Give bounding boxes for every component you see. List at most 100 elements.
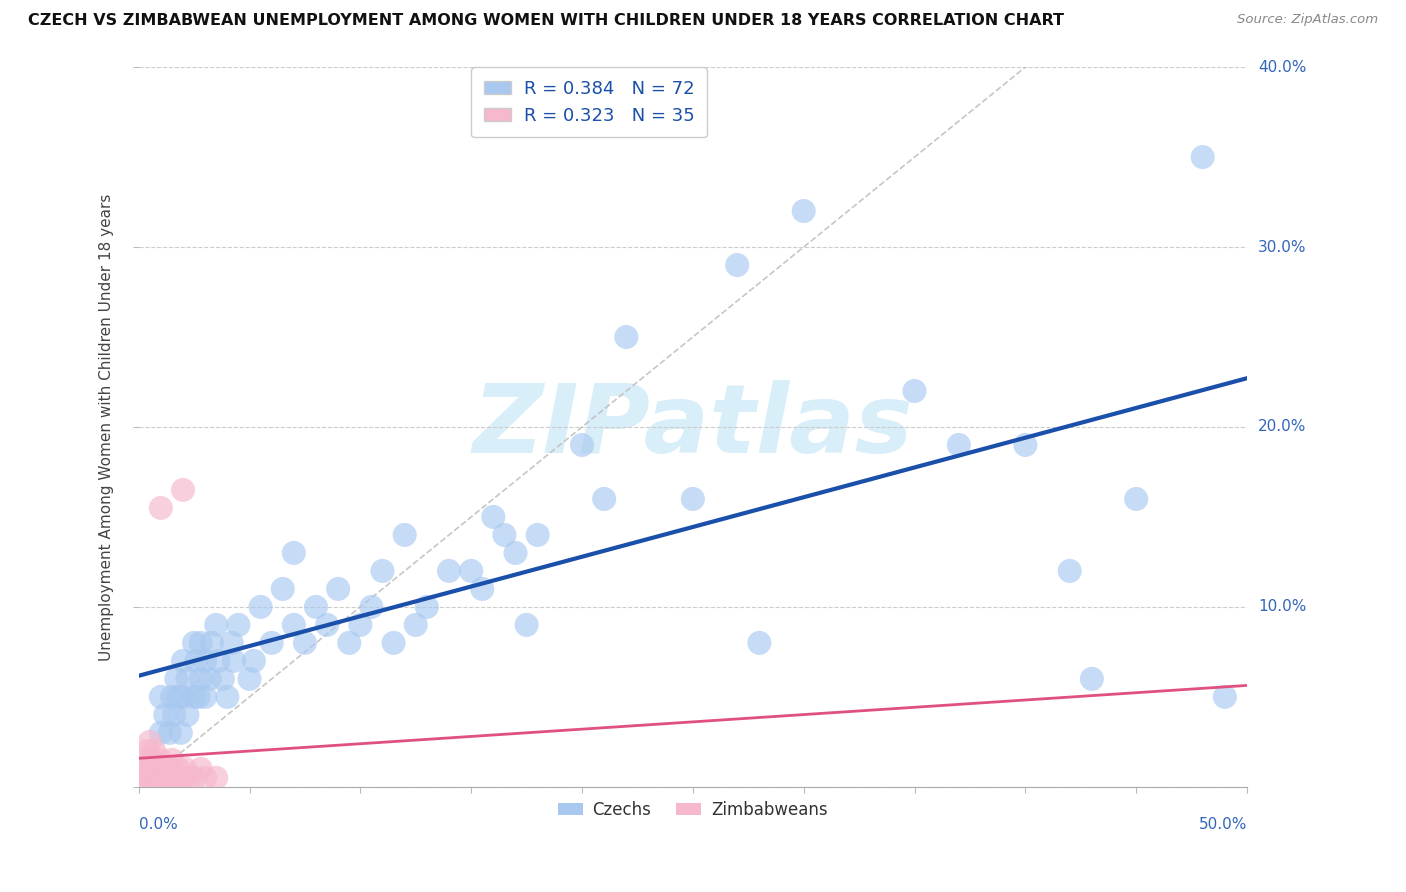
Point [152, 771, 174, 785]
Point [494, 528, 516, 542]
Point [903, 384, 925, 398]
Text: 50.0%: 50.0% [1199, 817, 1247, 832]
Point [149, 500, 172, 515]
Point [1014, 438, 1036, 452]
Point [134, 771, 156, 785]
Point [526, 528, 548, 542]
Point [190, 762, 212, 776]
Point [382, 636, 405, 650]
Point [201, 636, 224, 650]
Point [217, 690, 239, 704]
Point [243, 654, 266, 668]
Point [405, 618, 427, 632]
Point [159, 726, 181, 740]
Text: CZECH VS ZIMBABWEAN UNEMPLOYMENT AMONG WOMEN WITH CHILDREN UNDER 18 YEARS CORREL: CZECH VS ZIMBABWEAN UNEMPLOYMENT AMONG W… [28, 13, 1064, 29]
Point [460, 564, 482, 578]
Point [614, 330, 637, 344]
Point [170, 726, 193, 740]
Point [725, 258, 748, 272]
Point [160, 753, 183, 767]
Point [155, 762, 177, 776]
Point [682, 491, 704, 506]
Point [416, 599, 439, 614]
Text: 30.0%: 30.0% [1258, 240, 1306, 254]
Point [160, 771, 183, 785]
Point [167, 762, 190, 776]
Point [149, 771, 172, 785]
Point [349, 618, 371, 632]
Text: 40.0%: 40.0% [1258, 60, 1306, 75]
Point [198, 672, 221, 686]
Point [205, 618, 228, 632]
Text: ZIPatlas: ZIPatlas [472, 381, 912, 474]
Point [186, 654, 208, 668]
Point [172, 654, 194, 668]
Point [437, 564, 460, 578]
Point [155, 707, 177, 722]
Point [1191, 150, 1213, 164]
Legend: Czechs, Zimbabweans: Czechs, Zimbabweans [551, 794, 835, 825]
Point [516, 618, 538, 632]
Point [143, 771, 166, 785]
Point [1213, 690, 1236, 704]
Point [165, 771, 187, 785]
Point [139, 762, 162, 776]
Point [136, 744, 159, 758]
Text: Source: ZipAtlas.com: Source: ZipAtlas.com [1237, 13, 1378, 27]
Point [139, 735, 162, 749]
Point [205, 771, 228, 785]
Point [145, 771, 167, 785]
Point [194, 771, 217, 785]
Point [160, 690, 183, 704]
Point [271, 582, 294, 596]
Text: 0.0%: 0.0% [139, 817, 177, 832]
Text: 20.0%: 20.0% [1258, 419, 1306, 434]
Point [238, 672, 260, 686]
Point [337, 636, 360, 650]
Point [134, 753, 156, 767]
Point [172, 483, 194, 497]
Point [155, 771, 177, 785]
Point [593, 491, 616, 506]
Point [163, 771, 186, 785]
Point [207, 654, 229, 668]
Point [165, 672, 187, 686]
Point [748, 636, 770, 650]
Point [221, 636, 243, 650]
Point [305, 599, 328, 614]
Point [194, 690, 217, 704]
Point [394, 528, 416, 542]
Point [159, 762, 181, 776]
Point [793, 204, 815, 219]
Point [132, 762, 155, 776]
Point [149, 690, 172, 704]
Point [948, 438, 970, 452]
Point [172, 690, 194, 704]
Point [194, 654, 217, 668]
Point [283, 618, 305, 632]
Point [190, 672, 212, 686]
Point [174, 762, 197, 776]
Point [139, 771, 162, 785]
Point [143, 744, 166, 758]
Point [1125, 491, 1147, 506]
Point [212, 672, 235, 686]
Point [371, 564, 394, 578]
Point [360, 599, 382, 614]
Point [141, 753, 163, 767]
Point [148, 771, 170, 785]
Point [136, 771, 159, 785]
Point [294, 636, 316, 650]
Point [571, 438, 593, 452]
Point [228, 618, 250, 632]
Point [1059, 564, 1081, 578]
Point [163, 707, 186, 722]
Point [176, 707, 198, 722]
Point [172, 771, 194, 785]
Point [505, 546, 527, 560]
Point [149, 753, 172, 767]
Point [183, 636, 205, 650]
Point [149, 726, 172, 740]
Text: 10.0%: 10.0% [1258, 599, 1306, 615]
Y-axis label: Unemployment Among Women with Children Under 18 years: Unemployment Among Women with Children U… [100, 194, 114, 661]
